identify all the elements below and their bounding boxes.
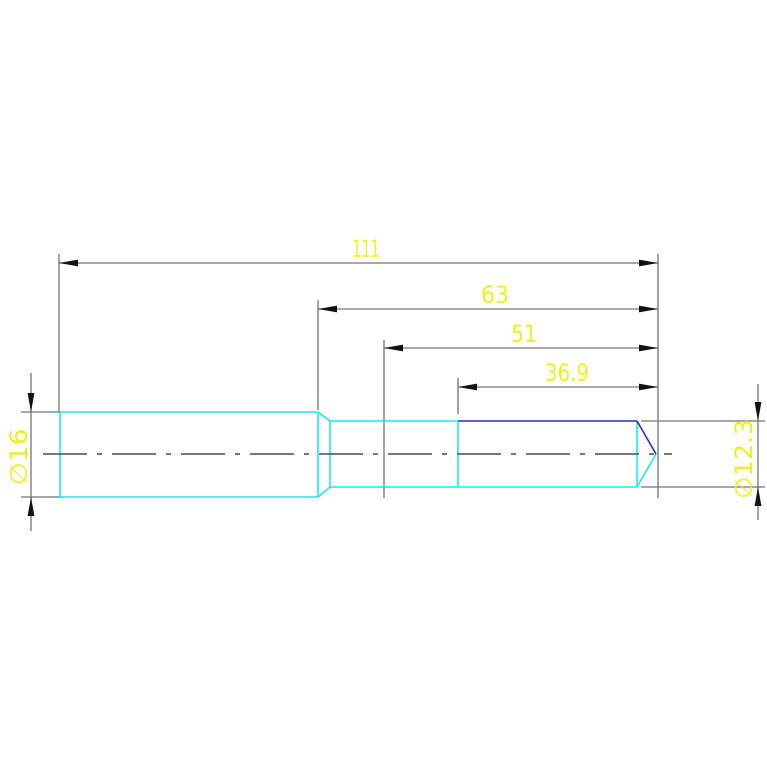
dim-63-label: 63 <box>481 281 509 309</box>
dim-dia-12-3-arrow-bottom <box>754 487 762 506</box>
dim-dia-16-arrow-top <box>27 393 35 412</box>
dim-51-arrow-right <box>639 344 658 352</box>
dim-dia-12-3-label: ∅12.3 <box>730 419 758 499</box>
dim-dia-16 <box>21 373 63 531</box>
dim-51 <box>383 340 658 498</box>
dim-51-label: 51 <box>511 320 537 348</box>
dim-dia-16-arrow-bottom <box>27 497 35 516</box>
dim-111-arrow-left <box>59 259 78 267</box>
part-edge <box>636 453 657 488</box>
dim-dia-12-3 <box>641 384 765 520</box>
dim-111-arrow-right <box>639 259 658 267</box>
dim-63 <box>317 300 658 410</box>
dim-36-9-label: 36.9 <box>545 359 589 387</box>
dim-36-9-arrow-left <box>458 383 477 391</box>
dimension-layer <box>21 254 765 531</box>
dim-dia-16-label: ∅16 <box>5 429 33 486</box>
part-edge <box>317 486 331 498</box>
dim-111-label: 111 <box>353 235 380 263</box>
dim-36-9-arrow-right <box>639 383 658 391</box>
dim-111 <box>58 254 658 412</box>
feature-edge <box>636 420 657 455</box>
part-geometry-layer <box>43 411 672 498</box>
dim-dia-12-3-arrow-top <box>754 402 762 421</box>
dim-63-arrow-right <box>639 305 658 313</box>
dim-51-arrow-left <box>384 344 403 352</box>
dim-36-9 <box>457 254 659 498</box>
dim-63-arrow-left <box>318 305 337 313</box>
part-edge <box>317 411 331 422</box>
